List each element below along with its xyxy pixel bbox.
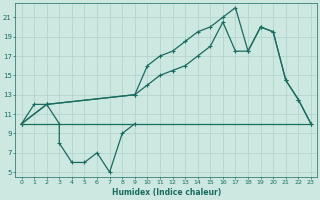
- X-axis label: Humidex (Indice chaleur): Humidex (Indice chaleur): [112, 188, 221, 197]
